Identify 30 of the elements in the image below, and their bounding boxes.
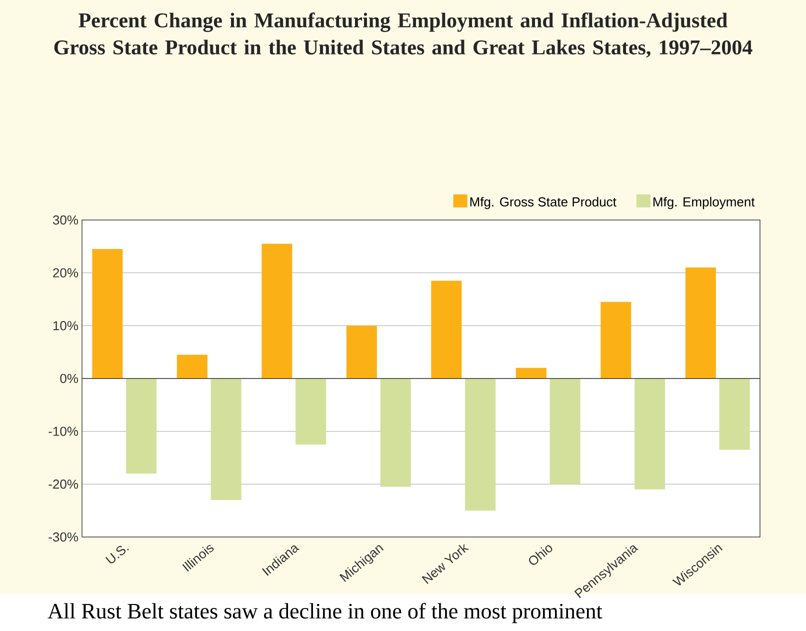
bar [92, 249, 123, 378]
y-tick-label: 30% [52, 215, 78, 225]
chart-title: Percent Change in Manufacturing Employment and Inflation-Adjusted Gross State Product in the United States and Great Lakes States, 1997–2004 [54, 12, 752, 58]
bar [262, 244, 292, 378]
x-tick-label: New York [422, 544, 470, 584]
bar [346, 326, 377, 378]
bar [465, 378, 496, 511]
bar [176, 354, 208, 378]
text: All Rust Belt states saw a decline in one of the most prominent [48, 602, 602, 624]
bar [550, 378, 580, 484]
bar [516, 368, 546, 378]
legend-label: Mfg. Employment [654, 196, 755, 210]
bar [126, 378, 157, 474]
bar [685, 268, 716, 378]
bar [634, 378, 666, 490]
bar [296, 378, 326, 445]
legend-label: Mfg. Gross State Product [470, 196, 616, 210]
x-tick-label: U.S. [105, 546, 129, 564]
bar [210, 378, 242, 500]
bar [719, 378, 750, 450]
y-tick-label: -30% [48, 532, 78, 542]
y-tick-label: 0% [60, 374, 78, 384]
bar [380, 378, 411, 487]
y-tick-label: 20% [53, 268, 78, 278]
y-tick-label: -10% [48, 426, 78, 436]
bar [431, 280, 462, 378]
bar [600, 302, 632, 378]
x-tick-label: Ohio [529, 545, 552, 565]
y-tick-label: -20% [48, 480, 78, 489]
y-tick-label: 10% [53, 321, 78, 330]
